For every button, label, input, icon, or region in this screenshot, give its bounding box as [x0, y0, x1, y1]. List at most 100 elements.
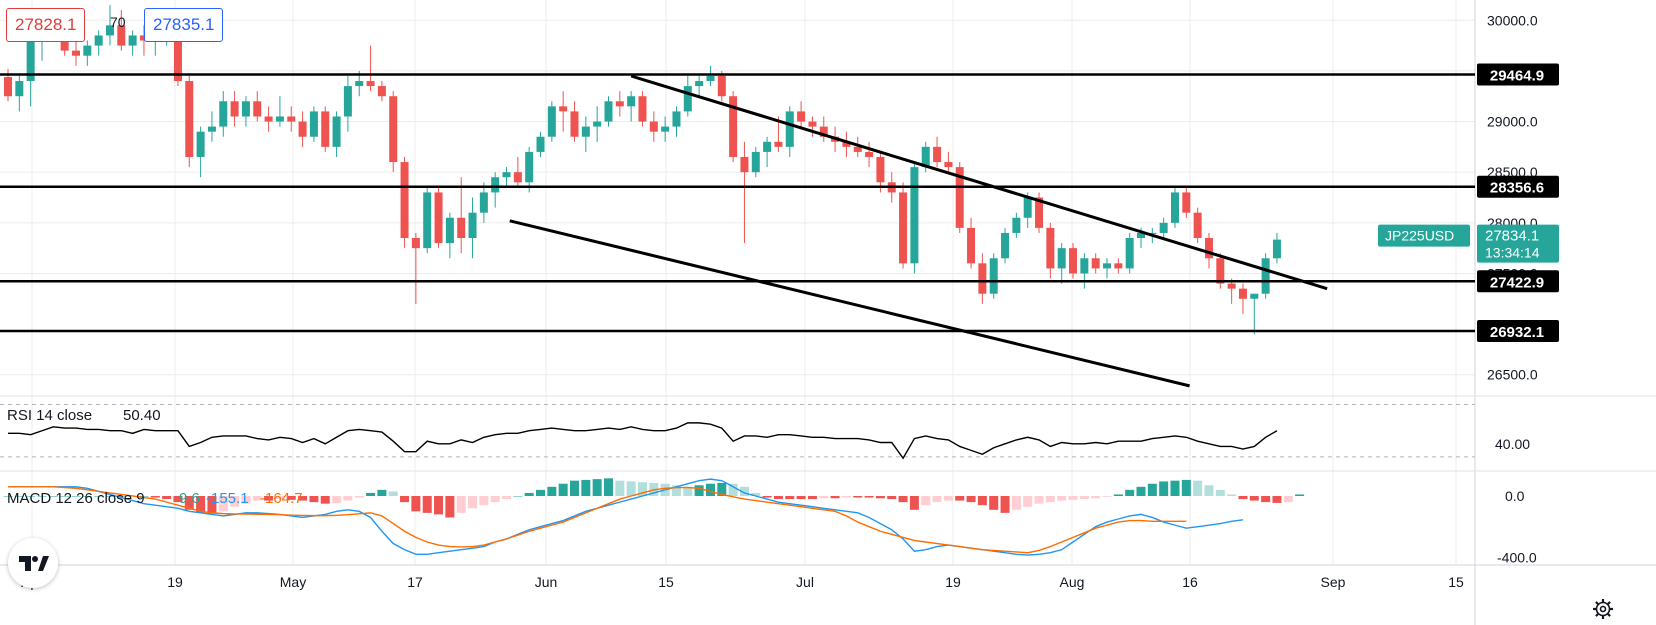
candle-body[interactable]: [287, 116, 296, 122]
candle-body[interactable]: [105, 25, 114, 36]
candle-body[interactable]: [967, 227, 976, 264]
bid-price[interactable]: 27828.1: [6, 8, 86, 42]
candle-body[interactable]: [751, 151, 760, 173]
candle-body[interactable]: [253, 101, 262, 117]
candle-body[interactable]: [661, 126, 670, 132]
candle-body[interactable]: [615, 101, 624, 107]
candle-body[interactable]: [989, 258, 998, 294]
candle-body[interactable]: [604, 101, 613, 122]
candle-body[interactable]: [819, 126, 828, 137]
candle-body[interactable]: [434, 192, 443, 244]
candle-body[interactable]: [944, 162, 953, 168]
candle-body[interactable]: [1204, 238, 1213, 259]
candle-body[interactable]: [955, 167, 964, 228]
candle-body[interactable]: [593, 121, 602, 127]
candle-body[interactable]: [1238, 288, 1247, 299]
candle-body[interactable]: [808, 121, 817, 127]
candle-body[interactable]: [706, 75, 715, 82]
candle-body[interactable]: [1035, 197, 1044, 228]
candle-body[interactable]: [842, 141, 851, 147]
candle-body[interactable]: [1272, 239, 1281, 259]
candle-body[interactable]: [1193, 212, 1202, 239]
candle-body[interactable]: [355, 81, 364, 87]
candle-body[interactable]: [1080, 258, 1089, 274]
candle-body[interactable]: [649, 121, 658, 132]
candle-body[interactable]: [865, 151, 874, 157]
candle-body[interactable]: [1091, 258, 1100, 269]
candle-body[interactable]: [411, 238, 420, 249]
candle-body[interactable]: [94, 35, 103, 46]
candle-body[interactable]: [740, 156, 749, 173]
candle-body[interactable]: [547, 106, 556, 137]
candle-body[interactable]: [876, 156, 885, 183]
candle-body[interactable]: [1227, 283, 1236, 289]
ask-price[interactable]: 27835.1: [144, 8, 224, 42]
candle-body[interactable]: [298, 121, 307, 137]
candle-body[interactable]: [797, 111, 806, 122]
candle-body[interactable]: [717, 75, 726, 97]
candle-body[interactable]: [683, 86, 692, 112]
candle-body[interactable]: [899, 192, 908, 264]
candle-body[interactable]: [921, 146, 930, 168]
candle-body[interactable]: [627, 96, 636, 107]
candle-body[interactable]: [423, 192, 432, 249]
candle-body[interactable]: [774, 141, 783, 147]
candle-body[interactable]: [230, 101, 239, 117]
candle-body[interactable]: [173, 30, 182, 82]
candle-body[interactable]: [570, 111, 579, 137]
candle-body[interactable]: [139, 35, 148, 41]
candle-body[interactable]: [1137, 232, 1145, 239]
signal-line[interactable]: [8, 486, 1187, 554]
candle-body[interactable]: [15, 81, 24, 97]
candle-body[interactable]: [513, 172, 522, 183]
candle-body[interactable]: [400, 162, 409, 239]
candle-body[interactable]: [128, 35, 137, 46]
candle-body[interactable]: [910, 167, 919, 264]
candle-body[interactable]: [1057, 248, 1066, 269]
candle-body[interactable]: [1125, 238, 1134, 269]
candle-body[interactable]: [117, 25, 126, 46]
candle-body[interactable]: [1103, 263, 1112, 269]
candle-body[interactable]: [525, 151, 534, 183]
candle-body[interactable]: [536, 136, 545, 152]
candle-body[interactable]: [309, 111, 318, 137]
candle-body[interactable]: [332, 116, 341, 147]
candle-body[interactable]: [1069, 248, 1078, 274]
candle-body[interactable]: [559, 106, 568, 112]
candle-body[interactable]: [1250, 293, 1259, 299]
candle-body[interactable]: [479, 192, 488, 213]
candle-body[interactable]: [4, 76, 12, 97]
candle-body[interactable]: [785, 111, 794, 147]
candle-body[interactable]: [71, 50, 80, 56]
gear-icon[interactable]: [1592, 598, 1614, 620]
candle-body[interactable]: [219, 101, 228, 127]
candle-body[interactable]: [241, 101, 250, 117]
candle-body[interactable]: [491, 177, 500, 193]
candle-body[interactable]: [264, 116, 273, 122]
trend-line[interactable]: [509, 219, 1190, 388]
candle-body[interactable]: [1148, 232, 1157, 234]
candle-body[interactable]: [468, 212, 477, 239]
trend-line[interactable]: [630, 74, 1328, 291]
candle-body[interactable]: [933, 146, 942, 163]
rsi-line[interactable]: [8, 422, 1278, 460]
candle-body[interactable]: [581, 126, 590, 137]
candle-body[interactable]: [638, 96, 647, 122]
candle-body[interactable]: [1159, 222, 1168, 233]
candle-body[interactable]: [389, 96, 398, 163]
candle-body[interactable]: [1023, 197, 1032, 218]
candle-body[interactable]: [1261, 258, 1270, 294]
candle-body[interactable]: [83, 45, 92, 56]
candle-body[interactable]: [502, 172, 511, 178]
candle-body[interactable]: [26, 40, 35, 82]
candle-body[interactable]: [1114, 263, 1123, 269]
candle-body[interactable]: [978, 263, 987, 294]
candle-body[interactable]: [1170, 192, 1179, 223]
candle-body[interactable]: [196, 131, 205, 157]
candle-body[interactable]: [457, 217, 466, 239]
candle-body[interactable]: [275, 116, 284, 122]
candle-body[interactable]: [1046, 227, 1055, 269]
macd-line[interactable]: [8, 478, 1244, 556]
candle-body[interactable]: [1001, 232, 1010, 259]
